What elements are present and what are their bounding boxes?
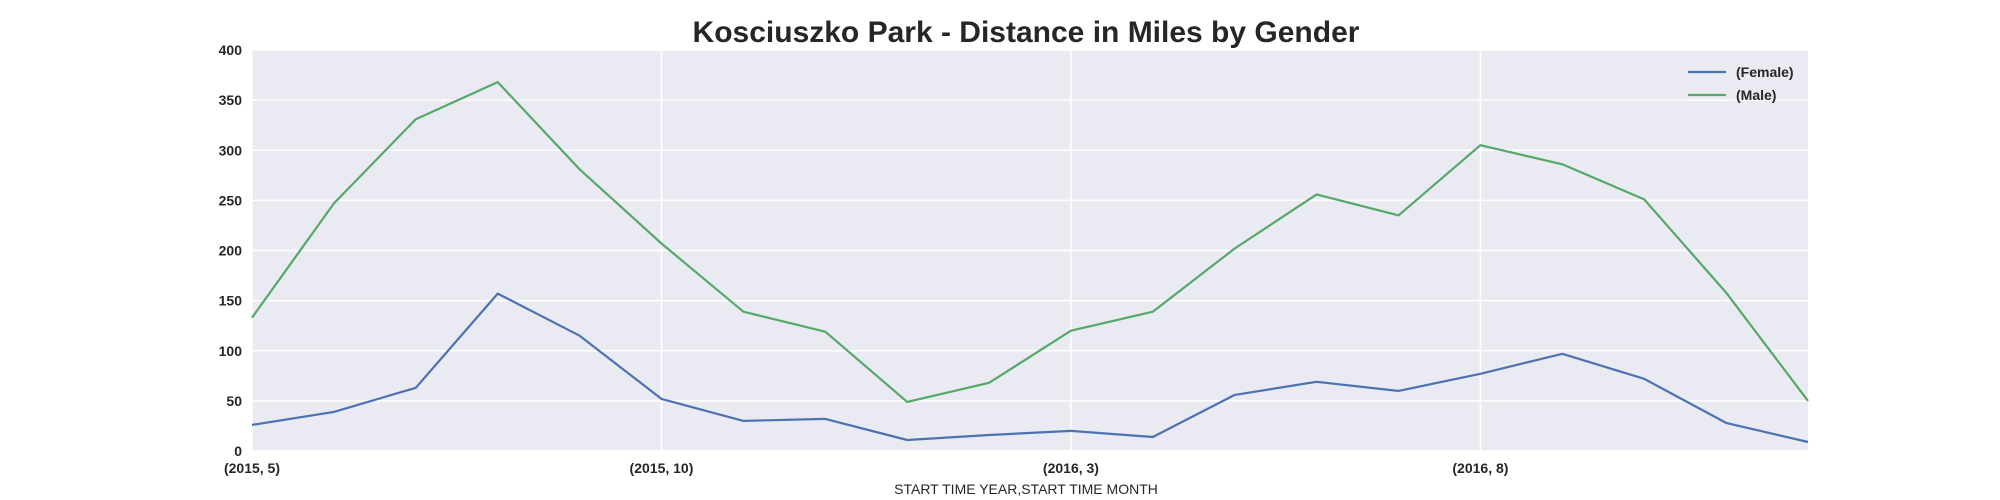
x-tick-label: (2016, 8)	[1452, 460, 1508, 476]
legend: (Female) (Male)	[1688, 64, 1794, 103]
y-tick-label: 300	[219, 142, 243, 158]
x-axis-ticks: (2015, 5) (2015, 10) (2016, 3) (2016, 8)	[224, 460, 1508, 476]
y-tick-label: 100	[219, 343, 243, 359]
x-tick-label: (2016, 3)	[1043, 460, 1099, 476]
legend-label: (Female)	[1736, 64, 1794, 80]
y-tick-label: 350	[219, 92, 243, 108]
y-tick-label: 0	[234, 443, 242, 459]
series-line-female	[251, 292, 1809, 444]
y-tick-label: 50	[226, 393, 242, 409]
series-lines	[251, 80, 1809, 444]
chart-title: Kosciuszko Park - Distance in Miles by G…	[693, 16, 1360, 49]
x-tick-label: (2015, 10)	[630, 460, 694, 476]
y-tick-label: 400	[219, 42, 243, 58]
y-tick-label: 250	[219, 192, 243, 208]
series-line-male	[251, 80, 1809, 403]
x-tick-label: (2015, 5)	[224, 460, 280, 476]
y-tick-label: 200	[219, 243, 243, 259]
grid-lines	[251, 49, 1808, 452]
legend-label: (Male)	[1736, 87, 1776, 103]
x-axis-label: START TIME YEAR,START TIME MONTH	[894, 481, 1158, 497]
y-tick-label: 150	[219, 293, 243, 309]
y-axis-ticks: 0 50 100 150 200 250 300 350 400	[219, 42, 243, 459]
